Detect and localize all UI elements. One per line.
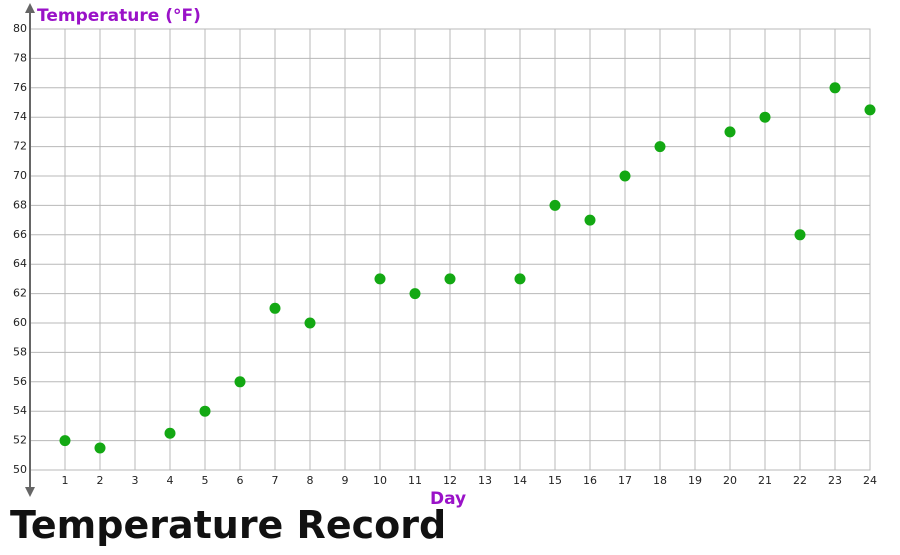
data-point xyxy=(794,229,806,241)
x-tick-label: 6 xyxy=(237,474,244,487)
x-tick-label: 23 xyxy=(828,474,842,487)
y-tick-label: 62 xyxy=(13,287,27,300)
y-axis-label: Temperature (°F) xyxy=(37,6,201,26)
data-point xyxy=(864,104,876,116)
x-tick-label: 7 xyxy=(272,474,279,487)
data-point xyxy=(164,427,176,439)
data-point xyxy=(829,82,841,94)
data-point xyxy=(444,273,456,285)
x-tick-label: 5 xyxy=(202,474,209,487)
x-tick-label: 8 xyxy=(307,474,314,487)
data-point xyxy=(199,405,211,417)
y-tick-label: 50 xyxy=(13,463,27,476)
data-point xyxy=(59,435,71,447)
x-tick-label: 11 xyxy=(408,474,422,487)
y-tick-label: 72 xyxy=(13,140,27,153)
data-point xyxy=(619,170,631,182)
x-tick-label: 18 xyxy=(653,474,667,487)
y-tick-label: 68 xyxy=(13,198,27,211)
x-tick-label: 9 xyxy=(342,474,349,487)
data-point xyxy=(724,126,736,138)
x-tick-label: 21 xyxy=(758,474,772,487)
x-tick-label: 3 xyxy=(132,474,139,487)
x-tick-label: 13 xyxy=(478,474,492,487)
data-point xyxy=(584,214,596,226)
data-point xyxy=(654,141,666,153)
x-tick-label: 10 xyxy=(373,474,387,487)
y-tick-label: 60 xyxy=(13,316,27,329)
data-point xyxy=(304,317,316,329)
x-tick-label: 14 xyxy=(513,474,527,487)
y-tick-label: 76 xyxy=(13,81,27,94)
arrow-up xyxy=(25,3,35,13)
x-tick-label: 12 xyxy=(443,474,457,487)
data-point xyxy=(549,199,561,211)
x-tick-label: 15 xyxy=(548,474,562,487)
x-tick-label: 19 xyxy=(688,474,702,487)
y-tick-label: 80 xyxy=(13,22,27,35)
x-tick-label: 20 xyxy=(723,474,737,487)
data-point xyxy=(234,376,246,388)
arrow-down xyxy=(25,487,35,497)
data-point xyxy=(94,442,106,454)
x-tick-label: 4 xyxy=(167,474,174,487)
y-tick-label: 70 xyxy=(13,169,27,182)
y-tick-label: 74 xyxy=(13,110,27,123)
y-tick-label: 78 xyxy=(13,51,27,64)
data-point xyxy=(409,288,421,300)
y-tick-label: 58 xyxy=(13,345,27,358)
x-tick-label: 2 xyxy=(97,474,104,487)
y-tick-label: 54 xyxy=(13,404,27,417)
data-point xyxy=(514,273,526,285)
y-tick-label: 64 xyxy=(13,257,27,270)
y-tick-label: 56 xyxy=(13,375,27,388)
chart-title: Temperature Record xyxy=(10,503,446,547)
x-tick-label: 24 xyxy=(863,474,877,487)
data-point xyxy=(759,111,771,123)
data-point xyxy=(374,273,386,285)
x-tick-label: 1 xyxy=(62,474,69,487)
x-tick-label: 16 xyxy=(583,474,597,487)
x-tick-label: 17 xyxy=(618,474,632,487)
y-tick-label: 66 xyxy=(13,228,27,241)
y-tick-label: 52 xyxy=(13,434,27,447)
x-tick-label: 22 xyxy=(793,474,807,487)
x-axis-label: Day xyxy=(430,489,466,509)
data-point xyxy=(269,302,281,314)
